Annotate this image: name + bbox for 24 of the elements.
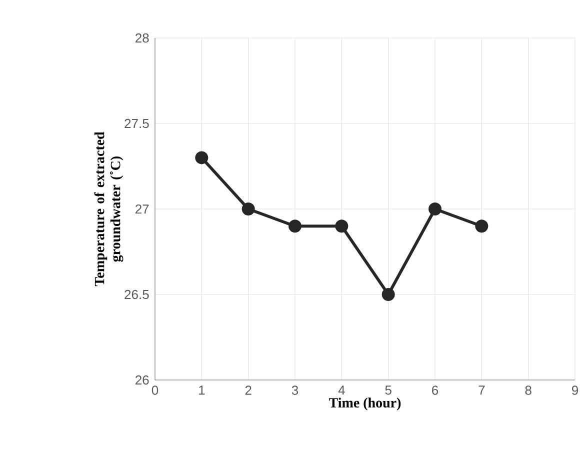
x-tick-label: 6	[432, 386, 438, 395]
x-tick-label: 9	[572, 386, 578, 395]
point	[382, 288, 395, 301]
point	[335, 220, 348, 233]
y-tick-label: 26	[136, 375, 149, 385]
x-tick-label: 2	[245, 386, 252, 395]
x-axis-title: Time (hour)	[328, 398, 401, 410]
x-tick-label: 1	[199, 386, 205, 395]
x-tick-label: 3	[292, 386, 298, 395]
y-tick-label: 26.5	[124, 290, 149, 300]
x-tick-label: 8	[525, 386, 532, 395]
point	[195, 151, 208, 164]
point	[242, 202, 255, 216]
x-tick-label: 4	[338, 386, 345, 395]
y-tick-label: 27.5	[124, 118, 149, 128]
x-tick-label: 7	[478, 386, 485, 395]
x-tick-label: 0	[152, 386, 158, 395]
point	[288, 220, 302, 233]
x-tick-label: 5	[385, 386, 392, 395]
y-tick-label: 28	[136, 33, 149, 43]
point	[428, 202, 442, 216]
point	[475, 220, 488, 233]
y-axis-title: Temperature of extracted groundwater (˚C)	[94, 132, 124, 286]
y-tick-label: 27	[136, 204, 149, 214]
